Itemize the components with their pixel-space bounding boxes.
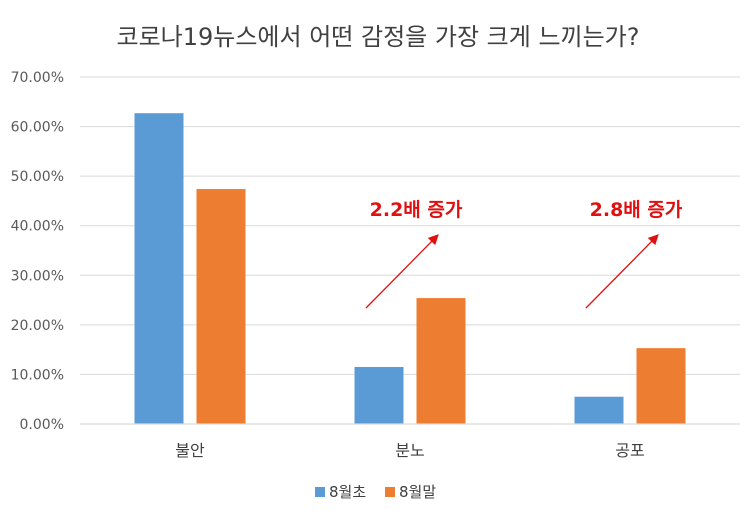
gridlines: [80, 76, 740, 375]
legend: 8월초 8월말: [315, 483, 436, 501]
increase-arrow: [585, 234, 659, 309]
bar-late-aug: [636, 348, 686, 424]
legend-label: 8월말: [399, 483, 436, 501]
increase-arrow: [365, 234, 439, 309]
bars: [134, 113, 686, 425]
y-tick-label: 30.00%: [11, 268, 64, 284]
bar-early-aug: [354, 366, 404, 424]
x-axis-categories: 불안 분노 공포: [175, 441, 644, 460]
y-axis-ticks: 0.00% 10.00% 20.00% 30.00% 40.00% 50.00% 60.00…: [11, 70, 64, 433]
y-tick-label: 60.00%: [11, 120, 64, 136]
legend-swatch: [315, 487, 325, 497]
bar-late-aug: [196, 189, 246, 424]
bar-early-aug: [574, 396, 624, 424]
legend-swatch: [385, 487, 395, 497]
x-category-label: 공포: [615, 441, 644, 460]
y-tick-label: 10.00%: [11, 367, 64, 383]
chart-title: 코로나19뉴스에서 어떤 감정을 가장 크게 느끼는가?: [116, 23, 639, 51]
annotation-label: 2.2배 증가: [370, 199, 463, 221]
x-category-label: 분노: [395, 441, 424, 460]
bar-early-aug: [134, 113, 184, 425]
y-tick-label: 40.00%: [11, 219, 64, 235]
annotation-label: 2.8배 증가: [590, 199, 683, 221]
x-category-label: 불안: [175, 441, 205, 460]
annotations: 2.2배 증가 2.8배 증가: [365, 199, 683, 309]
y-tick-label: 0.00%: [20, 417, 64, 433]
bar-late-aug: [416, 298, 466, 424]
y-tick-label: 50.00%: [11, 169, 64, 185]
y-tick-label: 70.00%: [11, 70, 64, 86]
legend-label: 8월초: [329, 483, 366, 501]
y-tick-label: 20.00%: [11, 318, 64, 334]
